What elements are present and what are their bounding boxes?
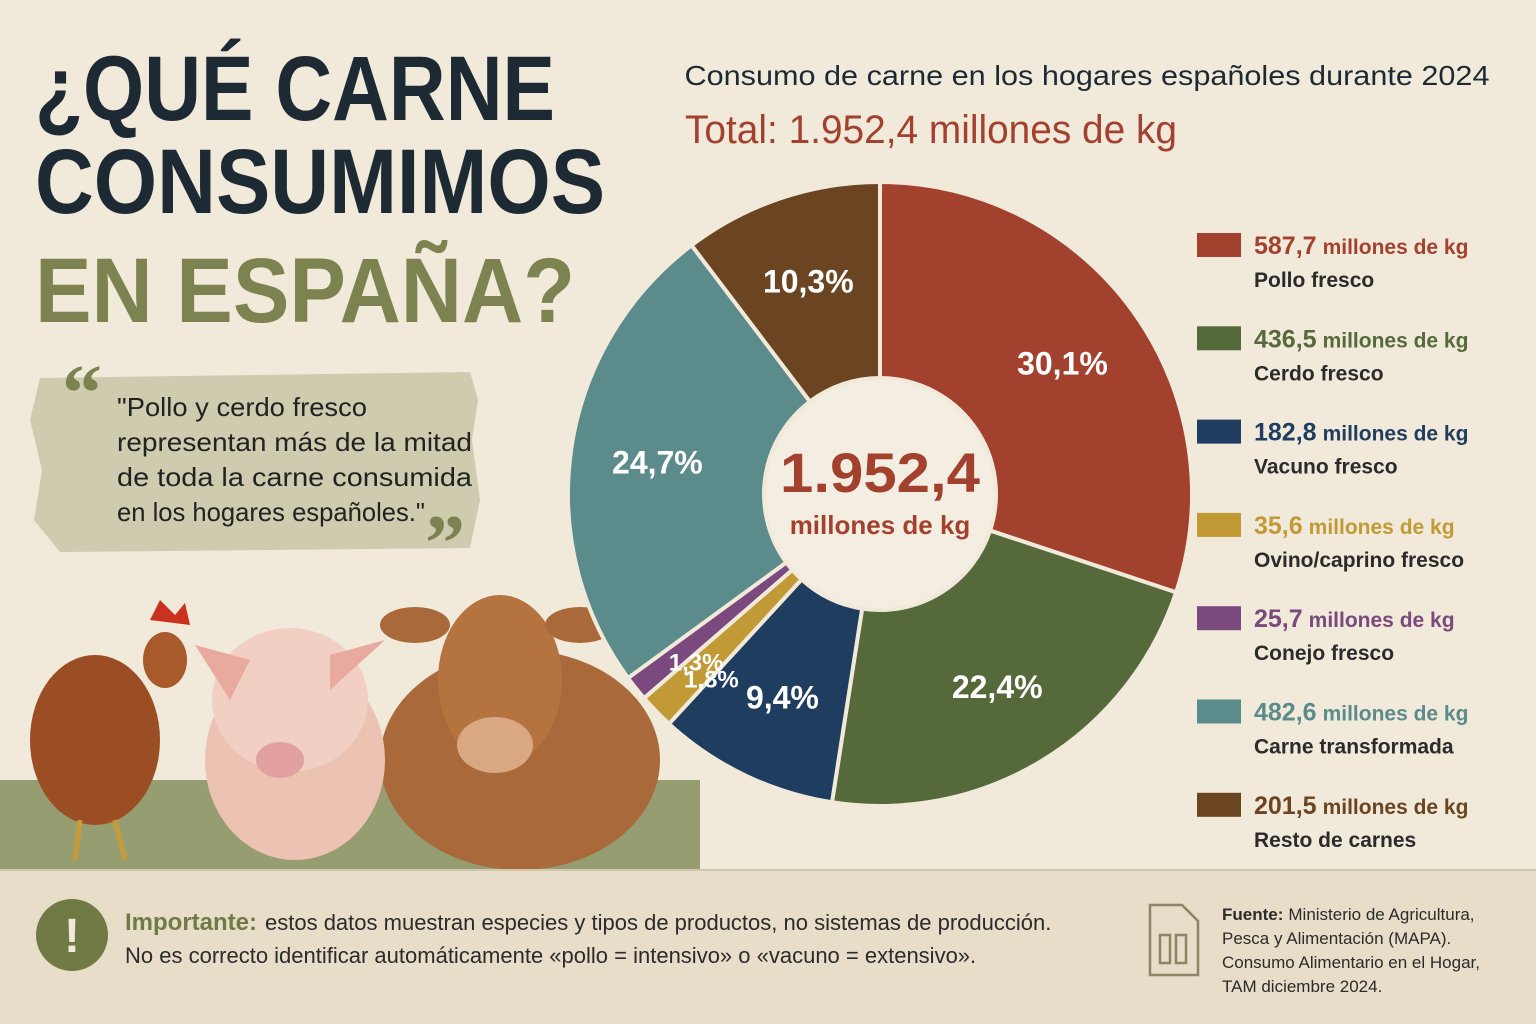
- donut-slice: [878, 179, 1194, 595]
- important-text: estos datos muestran especies y tipos de…: [265, 910, 1051, 935]
- legend-value-number: 182,8: [1254, 419, 1317, 447]
- title-line: ¿QUÉ CARNE: [35, 37, 555, 140]
- legend-unit: millones de kg: [1323, 329, 1469, 352]
- legend-unit: millones de kg: [1309, 609, 1455, 632]
- legend-value: 436,5 millones de kg: [1254, 325, 1468, 353]
- important-note: Importante: estos datos muestran especies…: [125, 909, 1051, 936]
- legend-value-number: 25,7: [1254, 605, 1303, 633]
- quote: "Pollo y cerdo fresco representan más de …: [117, 392, 473, 527]
- footer-band: [0, 870, 1536, 1024]
- important-label: Importante:: [125, 909, 257, 936]
- chart-title: Consumo de carne en los hogares españole…: [685, 60, 1490, 91]
- donut-slice: [666, 576, 865, 805]
- source-line: Consumo Alimentario en el Hogar,: [1222, 953, 1480, 972]
- legend-swatch: [1197, 326, 1241, 351]
- legend-unit: millones de kg: [1309, 516, 1455, 539]
- center-total: 1.952,4: [780, 441, 980, 504]
- legend-value-number: 436,5: [1254, 325, 1317, 353]
- donut-chart: 30,1% 22,4% 9,4% 1,8%1,3% 24,7% 10,3% 1.952,4 m…: [566, 179, 1194, 808]
- legend-swatch: [1197, 512, 1241, 537]
- important-note: No es correcto identificar automáticamen…: [125, 943, 976, 968]
- quote-mark: “: [62, 350, 102, 438]
- legend-value: 182,8 millones de kg: [1254, 419, 1468, 447]
- quote-line: de toda la carne consumida: [117, 462, 473, 492]
- percentage-label: 10,3%: [763, 264, 854, 300]
- legend-label: Conejo fresco: [1254, 642, 1394, 665]
- legend-swatch: [1197, 606, 1241, 631]
- legend-value-number: 482,6: [1254, 699, 1317, 727]
- quote-mark: ”: [425, 500, 465, 588]
- title-line: EN ESPAÑA?: [35, 239, 575, 342]
- donut-center: [766, 380, 994, 608]
- important-icon: [36, 899, 108, 971]
- legend-label: Ovino/caprino fresco: [1254, 549, 1464, 572]
- percentage-label: 30,1%: [1017, 345, 1108, 381]
- legend-swatch: [1197, 699, 1241, 724]
- legend-value: 35,6 millones de kg: [1254, 512, 1455, 540]
- legend-label: Cerdo fresco: [1254, 362, 1384, 385]
- source-line: Pesca y Alimentación (MAPA).: [1222, 929, 1451, 948]
- legend-label: Resto de carnes: [1254, 829, 1416, 852]
- quote-line: en los hogares españoles.": [117, 497, 425, 527]
- center-unit: millones de kg: [790, 510, 971, 540]
- legend-unit: millones de kg: [1323, 703, 1469, 726]
- legend-value: 587,7 millones de kg: [1254, 232, 1468, 260]
- legend-value-number: 35,6: [1254, 512, 1303, 540]
- quote-line: "Pollo y cerdo fresco: [117, 392, 367, 422]
- chart-subtitle: Total: 1.952,4 millones de kg: [685, 108, 1177, 152]
- percentage-label: 22,4%: [952, 669, 1043, 705]
- donut-slice: [688, 179, 882, 405]
- percentage-label: 1,8%: [684, 667, 739, 694]
- donut-slice: [829, 528, 1179, 808]
- percentage-label: 24,7%: [612, 444, 703, 480]
- source-icon: [1148, 903, 1200, 977]
- legend-label: Vacuno fresco: [1254, 456, 1398, 479]
- legend-value-number: 587,7: [1254, 232, 1317, 260]
- source-label: Fuente:: [1222, 905, 1283, 924]
- legend-unit: millones de kg: [1323, 423, 1469, 446]
- legend-swatch: [1197, 233, 1241, 257]
- legend-value: 201,5 millones de kg: [1254, 792, 1468, 820]
- legend-swatch: [1197, 792, 1241, 817]
- legend-value: 482,6 millones de kg: [1254, 699, 1468, 727]
- source-line: Fuente: Ministerio de Agricultura,: [1222, 905, 1475, 924]
- legend-label: Carne transformada: [1254, 736, 1454, 759]
- quote-line: representan más de la mitad: [117, 427, 472, 457]
- source-text: Ministerio de Agricultura,: [1288, 905, 1474, 924]
- legend: 587,7 millones de kg Pollo fresco 436,5 mill…: [1197, 232, 1468, 852]
- legend-unit: millones de kg: [1323, 796, 1469, 819]
- quote-background: [30, 372, 480, 552]
- legend-value: 25,7 millones de kg: [1254, 605, 1455, 633]
- donut-slice: [566, 242, 813, 681]
- legend-unit: millones de kg: [1323, 236, 1469, 259]
- legend-label: Pollo fresco: [1254, 269, 1374, 292]
- source-line: TAM diciembre 2024.: [1222, 977, 1382, 996]
- percentage-label: 9,4%: [746, 680, 819, 716]
- source: Fuente: Ministerio de Agricultura, Pesca y…: [1222, 905, 1480, 996]
- title-line: CONSUMIMOS: [35, 131, 605, 233]
- percentage-label: 1,3%: [669, 649, 724, 676]
- legend-swatch: [1197, 419, 1241, 444]
- legend-value-number: 201,5: [1254, 792, 1317, 820]
- important-icon-glyph: !: [64, 910, 80, 963]
- animals-illustration: [0, 595, 700, 870]
